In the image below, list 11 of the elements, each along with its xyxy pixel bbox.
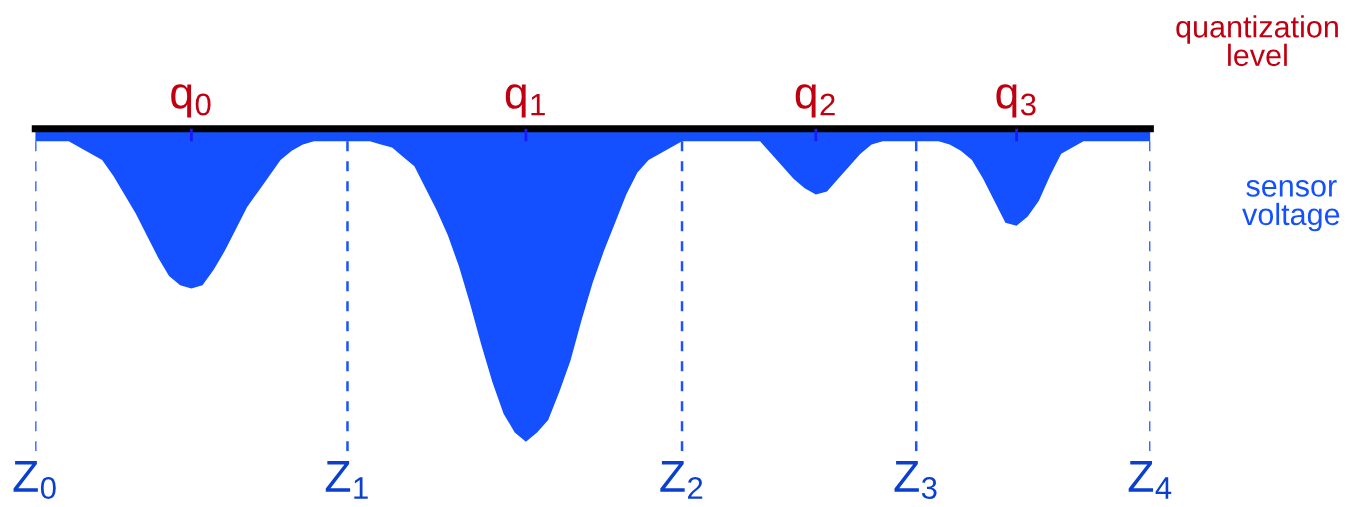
text: quantization level: [1176, 15, 1338, 67]
text: q$_{0}$: [171, 84, 211, 118]
x-tick-label: Z$_{0}$: [13, 461, 56, 500]
text: q$_{1}$: [505, 84, 545, 118]
x-tick-label: Z$_{1}$: [325, 461, 368, 499]
text: q$_{3}$: [996, 84, 1036, 118]
x-tick-label: Z$_{4}$: [1128, 461, 1172, 499]
text: q$_{2}$: [795, 84, 835, 118]
x-tick-label: Z$_{3}$: [894, 461, 937, 500]
text: sensor voltage: [1242, 180, 1340, 232]
x-tick-label: Z$_{2}$: [660, 461, 703, 499]
